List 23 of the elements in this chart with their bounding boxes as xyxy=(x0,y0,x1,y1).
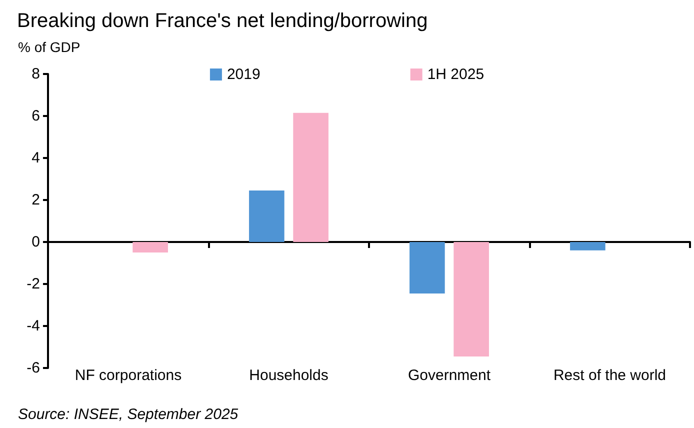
y-axis-title: % of GDP xyxy=(18,39,80,55)
bar xyxy=(454,242,489,356)
y-tick-label: 4 xyxy=(32,150,40,166)
bar xyxy=(570,242,606,250)
x-tick-label: Rest of the world xyxy=(553,367,666,384)
x-tick-label: Households xyxy=(249,367,328,384)
y-tick-label: -4 xyxy=(26,318,40,334)
y-tick-label: 6 xyxy=(32,108,40,124)
bar xyxy=(249,190,284,242)
bar xyxy=(410,242,445,294)
source-note: Source: INSEE, September 2025 xyxy=(18,406,239,423)
bar xyxy=(132,242,168,252)
x-tick-label: Government xyxy=(408,367,492,384)
x-tick-label: NF corporations xyxy=(74,367,182,384)
bar xyxy=(293,112,328,242)
y-tick-label: -6 xyxy=(26,360,40,376)
legend-label: 2019 xyxy=(226,66,260,83)
chart-title: Breaking down France's net lending/borrowing xyxy=(17,10,428,32)
y-tick-label: -2 xyxy=(26,276,40,292)
y-tick-label: 0 xyxy=(32,234,40,250)
y-tick-label: 8 xyxy=(32,66,40,82)
legend-label: 1H 2025 xyxy=(427,66,484,83)
y-tick-label: 2 xyxy=(32,192,40,208)
